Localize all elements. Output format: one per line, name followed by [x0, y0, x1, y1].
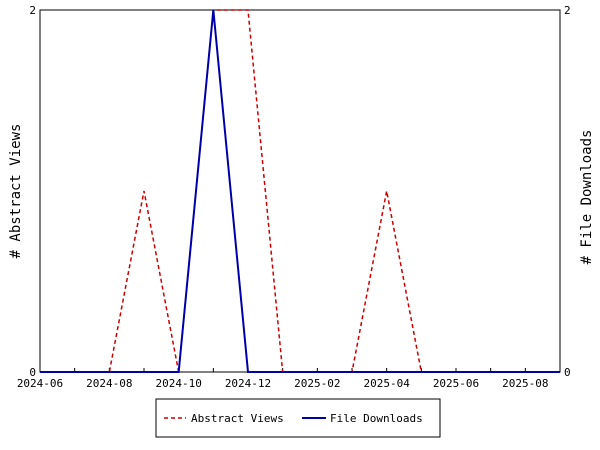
legend-box [155, 398, 441, 438]
y-axis-label-left: # Abstract Views [8, 124, 24, 259]
y-tick-right-top: 2 [564, 4, 571, 17]
series-lines [40, 9, 560, 373]
legend: Abstract Views File Downloads [155, 398, 441, 438]
x-tick-label: 2024-06 [17, 377, 63, 390]
x-tick-labels: 2024-06 2024-08 2024-10 2024-12 2025-02 2025-… [17, 377, 549, 390]
x-tick-label: 2024-08 [86, 377, 132, 390]
x-tick-label: 2024-10 [155, 377, 201, 390]
x-tick-label: 2025-02 [294, 377, 340, 390]
legend-label-file-downloads: File Downloads [330, 412, 423, 425]
series-line-abstract-views [40, 9, 560, 373]
plot-area [39, 9, 561, 373]
y-tick-left-bottom: 0 [29, 366, 36, 379]
x-tick-label: 2025-06 [433, 377, 479, 390]
y-tick-right-bottom: 0 [564, 366, 571, 379]
x-tick-label: 2024-12 [225, 377, 271, 390]
y-axis-label-right: # File Downloads [579, 130, 595, 265]
y-tick-left-top: 2 [29, 4, 36, 17]
x-tick-label: 2025-04 [363, 377, 410, 390]
series-line-file-downloads [40, 9, 560, 373]
x-tick-label: 2025-08 [502, 377, 548, 390]
plot-frame [39, 9, 561, 373]
legend-label-abstract-views: Abstract Views [191, 412, 284, 425]
